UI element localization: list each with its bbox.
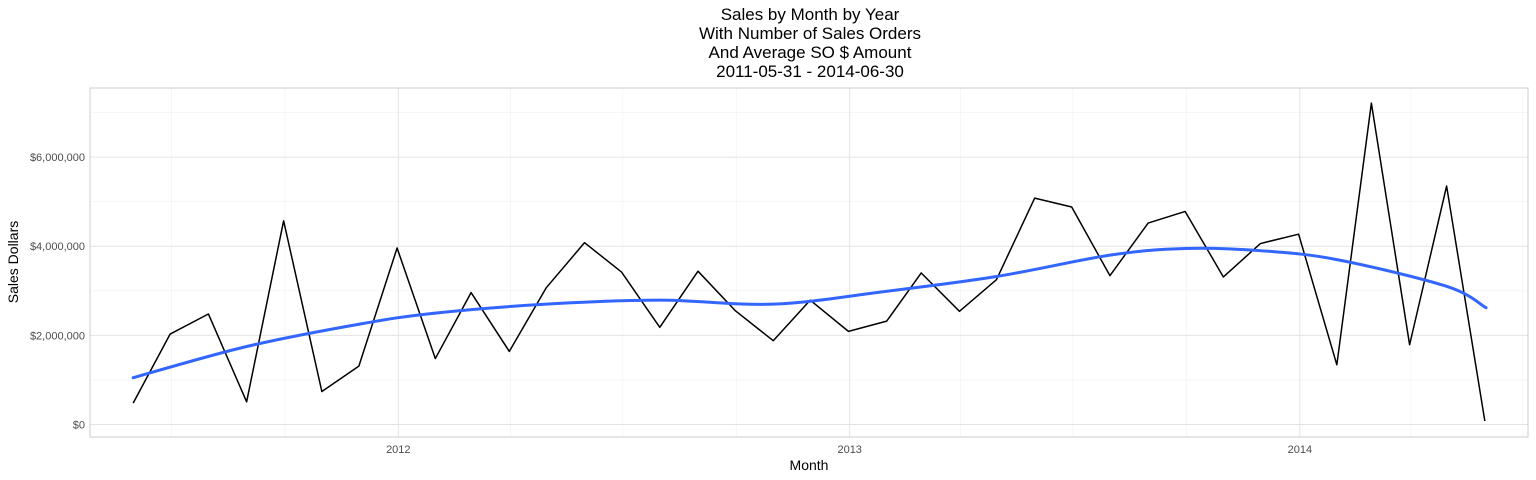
major-gridlines [90,88,1528,437]
y-axis-title: Sales Dollars [5,221,21,303]
title-line-4: 2011-05-31 - 2014-06-30 [716,62,904,81]
series-layer [131,102,1488,422]
x-axis-tick-labels: 2012 2013 2014 [386,444,1312,456]
x-tick-label: 2013 [837,444,861,456]
x-tick-label: 2012 [386,444,410,456]
x-axis-title: Month [790,457,829,473]
y-tick-label: $4,000,000 [30,241,85,253]
title-line-3: And Average SO $ Amount [709,43,912,62]
plot-panel-border [89,87,1529,438]
y-tick-label: $2,000,000 [30,330,85,342]
series-line-monthly-sales [132,102,1486,422]
chart-title: Sales by Month by Year With Number of Sa… [699,5,921,81]
x-tick-label: 2014 [1288,444,1312,456]
y-tick-label: $6,000,000 [30,152,85,164]
minor-gridlines [90,88,1528,437]
series-line-smoothed-trend [131,246,1488,380]
y-tick-label: $0 [73,420,85,432]
title-line-1: Sales by Month by Year [721,5,900,24]
title-line-2: With Number of Sales Orders [699,24,921,43]
y-axis-tick-labels: $0 $2,000,000 $4,000,000 $6,000,000 [30,152,85,431]
